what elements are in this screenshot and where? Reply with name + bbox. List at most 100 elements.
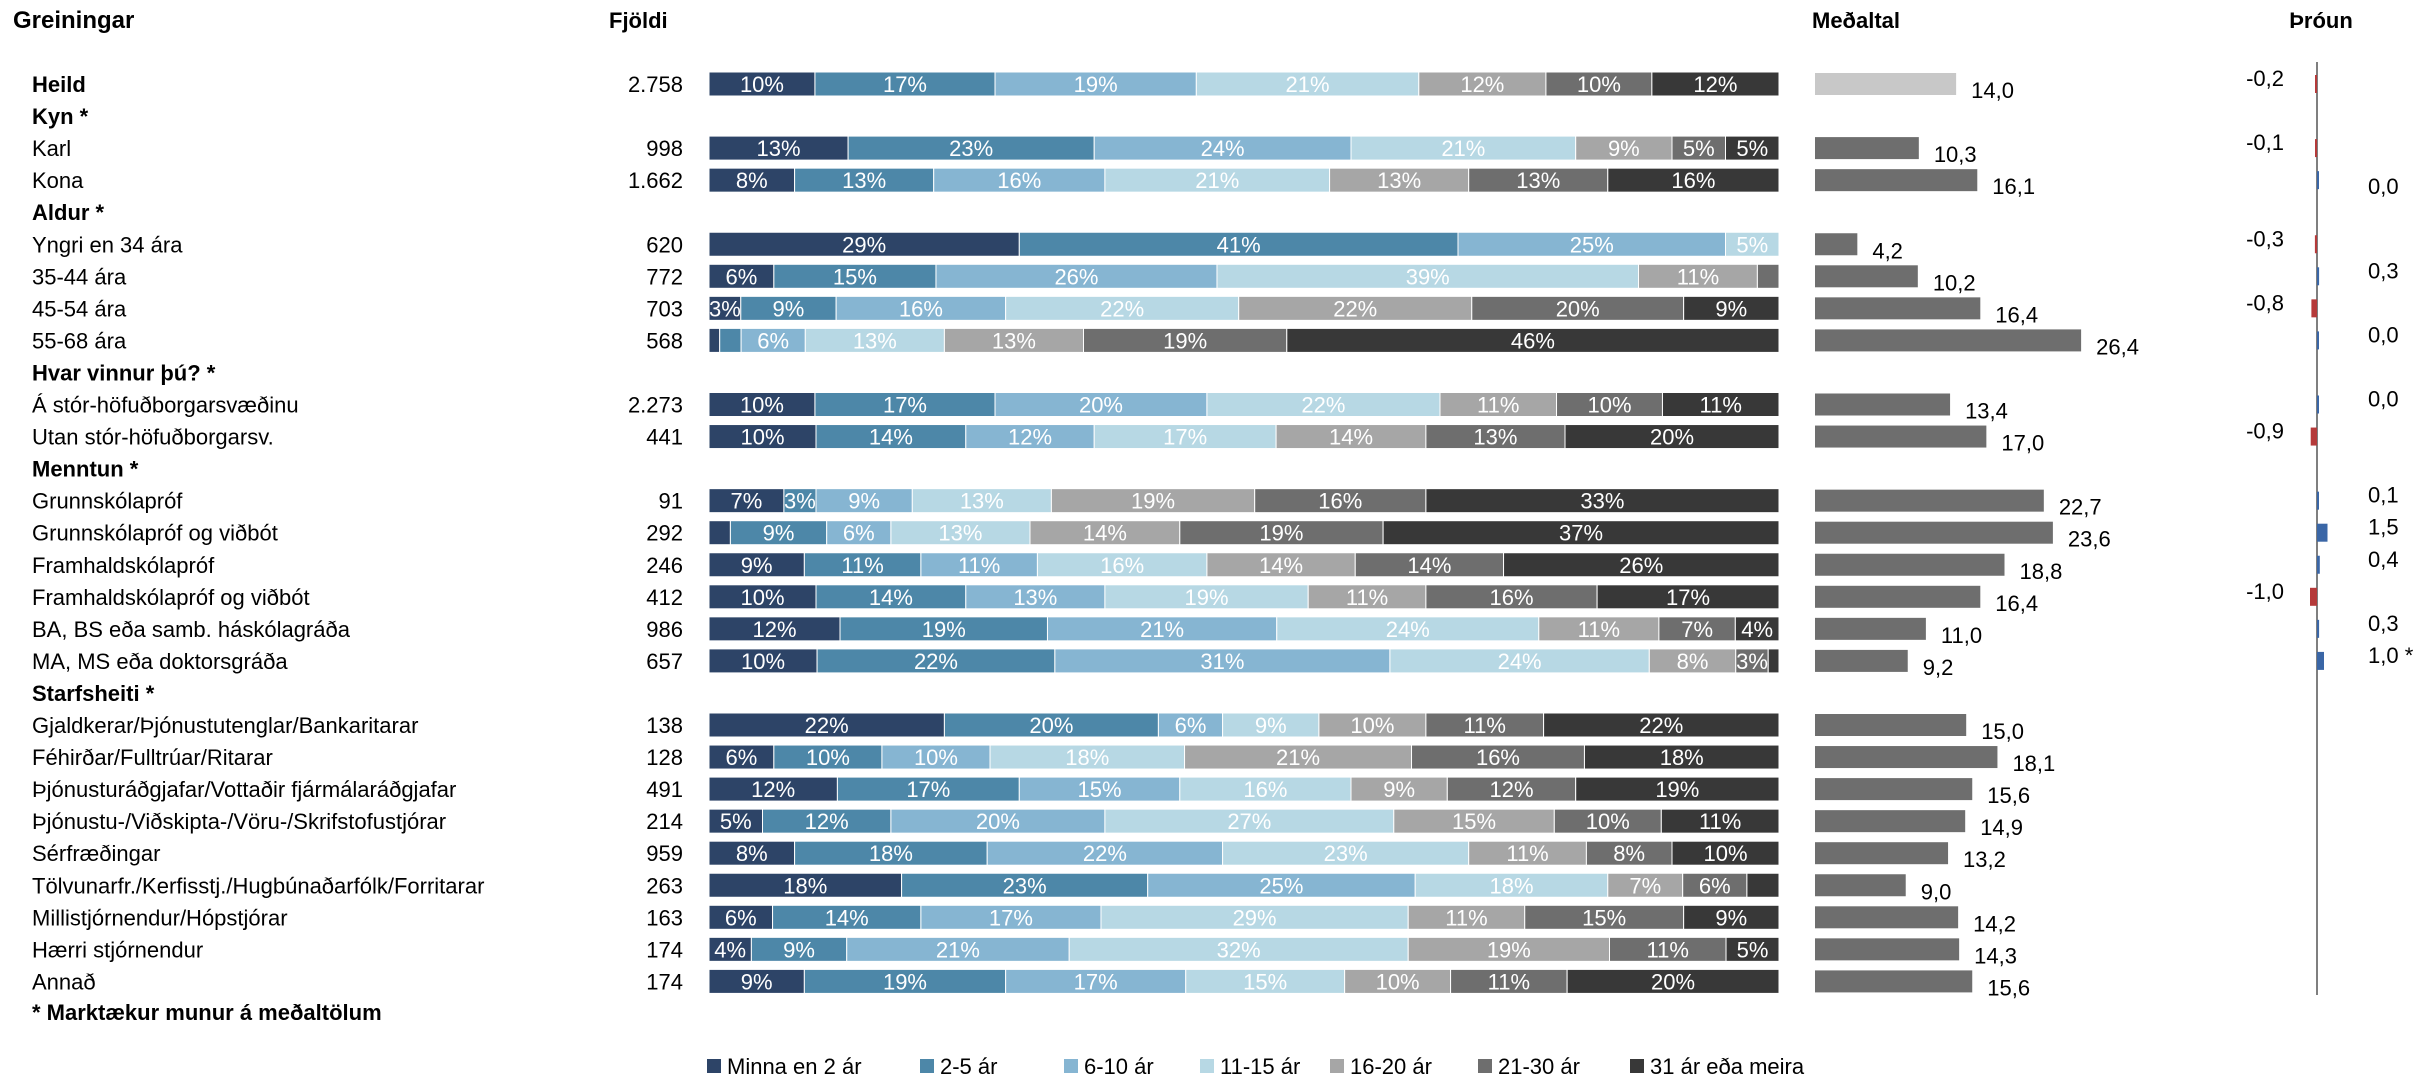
bar-segment [1746,872,1780,898]
segment-label: 13% [757,136,801,161]
row-label: Utan stór-höfuðborgarsv. [32,425,274,450]
row-count: 163 [646,905,683,930]
bar-segment [708,552,805,578]
segment-label: 15% [1078,777,1122,802]
row-count: 986 [646,617,683,642]
segment-label: 17% [989,905,1033,930]
row-label: 45-54 ára [32,296,127,321]
segment-label: 11% [1647,937,1689,962]
bar-segment [815,488,913,514]
bar-segment [1683,295,1780,321]
segment-label: 10% [741,649,785,674]
bar-segment [1767,648,1780,674]
segment-label: 16% [1100,553,1144,578]
trend-label: 0,4 [2368,547,2399,572]
mean-bar [1815,714,1967,736]
bar-segment [1543,712,1780,738]
row-label: Framhaldskólapróf og viðbót [32,585,310,610]
bar-segment [1411,744,1585,770]
data-row: 45-54 ára 703 3% 9% 16% 22% 22% 20% 9% 16,4 -0,8 [32,290,2317,327]
mean-label: 14,2 [1973,911,2016,936]
segment-label: 10% [1587,393,1631,418]
bar-segment [1439,392,1558,417]
trend-label: -1,0 [2246,579,2284,604]
segment-label: 12% [751,777,795,802]
bar-segment [1216,263,1639,289]
segment-label: 3% [709,296,741,321]
segment-label: 21% [1441,136,1485,161]
segment-label: 15% [833,264,877,289]
row-label: 55-68 ára [32,328,127,353]
mean-label: 22,7 [2059,495,2102,520]
segment-label: 9% [1383,777,1415,802]
segment-label: 13% [992,328,1036,353]
segment-label: 26% [1619,553,1663,578]
segment-label: 11% [1346,585,1388,610]
bar-segment [708,904,774,930]
segment-label: 9% [773,296,805,321]
legend-label: 2-5 ár [940,1054,997,1078]
bar-segment [1583,744,1780,770]
segment-label: 8% [736,841,768,866]
mean-label: 13,2 [1963,847,2006,872]
bar-segment [1608,936,1727,962]
mean-bar [1815,297,1981,320]
mean-bar [1815,906,1959,929]
bar-segment [1206,552,1356,578]
segment-label: 31% [1200,649,1244,674]
row-count: 174 [646,969,683,994]
data-row: BA, BS eða samb. háskólagráða 986 12% 19% 21… [32,611,2399,648]
mean-bar [1815,938,1960,961]
segment-label: 21% [1195,168,1239,193]
segment-label: 21% [936,937,980,962]
mean-bar [1815,970,1973,993]
mean-label: 16,1 [1992,174,2035,199]
segment-label: 5% [720,809,752,834]
bar-segment [836,776,1020,802]
row-count: 292 [646,521,683,546]
legend-item: Minna en 2 ár [707,1054,862,1078]
segment-label: 6% [843,521,875,546]
header-throun: Þróun [2289,8,2353,33]
segment-label: 10% [740,72,784,97]
segment-label: 20% [1651,969,1695,994]
bar-segment [708,968,805,994]
legend-label: Minna en 2 ár [727,1054,862,1078]
bar-segment [708,872,903,898]
trend-bar [2317,651,2324,670]
segment-label: 27% [1227,809,1271,834]
legend-swatch [1330,1059,1344,1073]
bar-segment [1450,968,1568,994]
segment-label: 4% [714,937,746,962]
mean-bar [1815,137,1919,160]
row-count: 91 [659,489,683,514]
segment-label: 39% [1406,264,1450,289]
segment-label: 17% [1666,585,1710,610]
legend-item: 16-20 ár [1330,1054,1432,1078]
segment-label: 12% [752,617,796,642]
bar-segment [1425,424,1566,450]
segment-label: 18% [1660,745,1704,770]
trend-bar [2315,75,2317,93]
bar-segment [911,488,1052,514]
group-row: Starfsheiti * [32,681,155,706]
segment-label: 25% [1259,873,1303,898]
segment-label: 6% [726,745,758,770]
legend-swatch [1630,1059,1644,1073]
legend-item: 11-15 ár [1200,1054,1300,1078]
bar-segment [1607,167,1780,193]
segment-label: 7% [1681,617,1713,642]
bar-segment [986,840,1224,866]
row-count: 441 [646,425,683,450]
bar-segment [1104,167,1331,193]
legend-swatch [920,1059,934,1073]
segment-label: 14% [869,425,913,450]
segment-label: 13% [1377,168,1421,193]
trend-label: 1,0 * [2368,643,2414,668]
trend-label: -0,8 [2246,290,2284,315]
segment-label: 10% [740,425,784,450]
bar-segment [1734,616,1780,642]
segment-label: 13% [1013,585,1057,610]
bar-segment [933,167,1106,193]
segment-label: 10% [914,745,958,770]
